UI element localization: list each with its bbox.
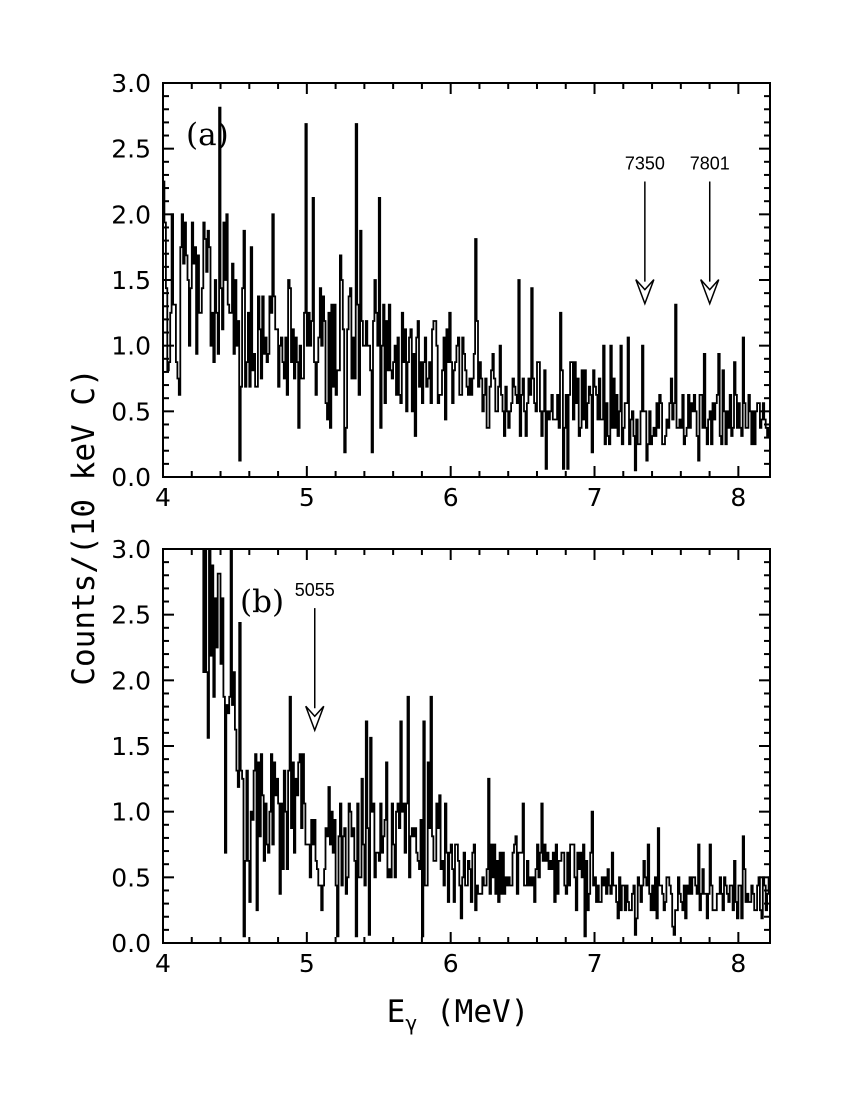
- x-axis-title-symbol: E: [387, 994, 406, 1030]
- panel-label: (a): [186, 117, 229, 153]
- plot-frame: [162, 82, 771, 478]
- y-tick-label: 2.5: [111, 601, 151, 630]
- x-tick-label: 5: [299, 949, 315, 978]
- y-axis-title: Counts/(10 keV C): [66, 368, 102, 685]
- y-tick-label: 0.5: [111, 397, 151, 426]
- y-tick-label: 1.5: [111, 732, 151, 761]
- x-tick-label: 8: [730, 483, 746, 512]
- arrow-label: 7350: [625, 154, 665, 174]
- x-axis-title-unit: (MeV): [417, 994, 529, 1030]
- y-tick-label: 1.0: [111, 332, 151, 361]
- histogram-trace: [196, 549, 770, 938]
- x-tick-label: 8: [730, 949, 746, 978]
- x-axis-title-subscript: γ: [405, 1011, 417, 1035]
- y-tick-label: 0.0: [111, 929, 151, 958]
- panel-a: 4 5 6 7 8 0.0 0.5 1.0 1.5 2.0 2.5 3.0 (a) 7350 7801: [111, 69, 771, 512]
- annotation-arrow-7801: 7801: [690, 154, 730, 306]
- x-tick-label: 4: [155, 949, 171, 978]
- annotation-arrow-7350: 7350: [625, 154, 665, 306]
- arrow-label: 5055: [295, 580, 335, 600]
- arrow-head: [700, 279, 720, 306]
- x-axis-title: Eγ (MeV): [387, 994, 530, 1035]
- y-tick-label: 2.5: [111, 135, 151, 164]
- y-tick-label: 0.0: [111, 463, 151, 492]
- histogram-trace: [163, 106, 770, 472]
- y-tick-label: 2.0: [111, 666, 151, 695]
- x-tick-label: 7: [587, 949, 603, 978]
- y-tick-label: 2.0: [111, 200, 151, 229]
- x-tick-label: 5: [299, 483, 315, 512]
- y-tick-label: 1.0: [111, 798, 151, 827]
- x-tick-label: 7: [587, 483, 603, 512]
- annotation-arrow-5055: 5055: [295, 580, 335, 733]
- y-tick-label: 3.0: [111, 69, 151, 98]
- arrow-head: [305, 705, 325, 733]
- x-tick-label: 6: [443, 483, 459, 512]
- panel-b: 4 5 6 7 8 0.0 0.5 1.0 1.5 2.0 2.5 3.0 (b) 5055: [111, 535, 771, 978]
- x-tick-label: 4: [155, 483, 171, 512]
- y-tick-label: 1.5: [111, 266, 151, 295]
- arrow-label: 7801: [690, 154, 730, 174]
- y-tick-label: 3.0: [111, 535, 151, 564]
- panel-label: (b): [240, 584, 284, 620]
- y-tick-label: 0.5: [111, 863, 151, 892]
- arrow-head: [635, 279, 655, 306]
- x-tick-label: 6: [443, 949, 459, 978]
